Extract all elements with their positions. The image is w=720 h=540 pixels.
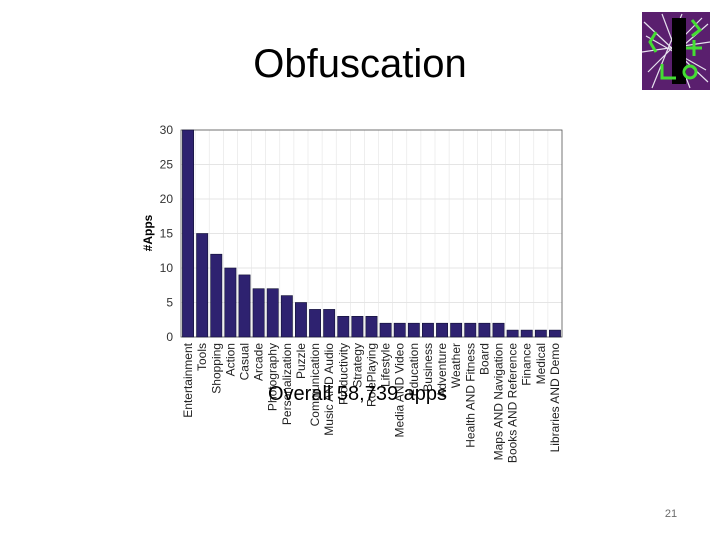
bar-13 — [365, 315, 378, 338]
y-tick-label-0: 0 — [166, 330, 173, 344]
x-axis-labels: Entertainment Tools Shopping Action Casual Ar… — [181, 342, 562, 463]
y-axis-label: #Apps — [141, 214, 155, 251]
overall-apps-caption: Overall 58,739 apps — [268, 383, 448, 405]
slide-title: Obfuscation — [253, 42, 467, 86]
x-tick-label-10: Music AND Audio — [322, 343, 336, 436]
bar-18 — [436, 322, 448, 338]
bar-4 — [238, 274, 251, 338]
x-tick-label-12: Strategy — [350, 343, 364, 388]
page-number: 21 — [664, 508, 678, 520]
x-tick-label-0: Entertainment — [181, 342, 195, 417]
bar-3 — [224, 267, 237, 338]
bar-17 — [421, 322, 434, 338]
bar-9 — [309, 309, 321, 338]
x-tick-label-20: Health AND Fitness — [463, 343, 477, 448]
x-tick-label-13: RolePlaying — [365, 343, 379, 407]
logo-green-circle — [682, 64, 698, 80]
x-tick-label-9: Communication — [308, 343, 322, 426]
x-tick-label-17: Business — [421, 343, 435, 392]
x-tick-label-18: Adventure — [435, 343, 449, 398]
bar-5 — [252, 288, 265, 338]
bar-25 — [534, 329, 547, 338]
x-tick-label-7: Personalization — [280, 343, 294, 425]
bar-16 — [407, 322, 420, 338]
bar-1 — [196, 233, 209, 338]
bar-19 — [450, 322, 463, 338]
bar-26 — [548, 329, 561, 338]
bar-24 — [520, 329, 533, 338]
y-tick-label-1: 5 — [166, 296, 173, 310]
bar-2 — [210, 253, 223, 338]
bar-22 — [492, 322, 505, 338]
x-tick-label-15: Media AND Video — [393, 343, 407, 438]
bar-12 — [351, 315, 364, 338]
chart-grid — [180, 129, 563, 338]
purple-network-logo-icon — [642, 12, 710, 90]
x-tick-label-26: Libraries AND Demo — [548, 343, 562, 453]
x-tick-label-22: Maps AND Navigation — [492, 343, 506, 460]
bar-14 — [379, 322, 392, 338]
x-tick-label-25: Medical — [534, 343, 548, 384]
bar-11 — [337, 315, 350, 338]
bar-0 — [182, 129, 195, 338]
bar-23 — [506, 329, 519, 338]
x-tick-label-2: Shopping — [209, 343, 223, 394]
y-tick-label-4: 20 — [160, 192, 174, 206]
x-tick-label-21: Board — [477, 343, 491, 375]
x-tick-label-11: Productivity — [336, 343, 350, 405]
bar-15 — [393, 322, 406, 338]
bar-10 — [323, 309, 336, 338]
y-tick-label-6: 30 — [160, 123, 174, 137]
x-tick-label-1: Tools — [195, 343, 209, 371]
x-tick-label-24: Finance — [520, 343, 534, 386]
logo-green-marks — [648, 19, 703, 80]
y-tick-label-3: 15 — [160, 227, 174, 241]
y-tick-label-2: 10 — [160, 261, 174, 275]
bar-6 — [266, 288, 279, 338]
x-tick-label-14: Lifestyle — [379, 343, 393, 387]
logo-bar — [672, 18, 686, 84]
x-tick-label-8: Puzzle — [294, 343, 308, 379]
bar-8 — [294, 302, 307, 338]
y-axis-ticks: 0 5 10 15 20 25 30 — [160, 123, 174, 344]
chart-bars — [182, 129, 561, 338]
bar-7 — [280, 295, 293, 338]
x-tick-label-4: Casual — [238, 343, 252, 380]
x-tick-label-23: Books AND Reference — [506, 343, 520, 463]
bar-20 — [464, 322, 477, 338]
bar-21 — [478, 322, 491, 338]
x-tick-label-16: Education — [407, 343, 421, 396]
x-tick-label-19: Weather — [449, 343, 463, 388]
x-tick-label-5: Arcade — [252, 343, 266, 381]
y-tick-label-5: 25 — [160, 158, 174, 172]
x-tick-label-3: Action — [223, 343, 237, 376]
x-tick-label-6: Photography — [266, 343, 280, 411]
